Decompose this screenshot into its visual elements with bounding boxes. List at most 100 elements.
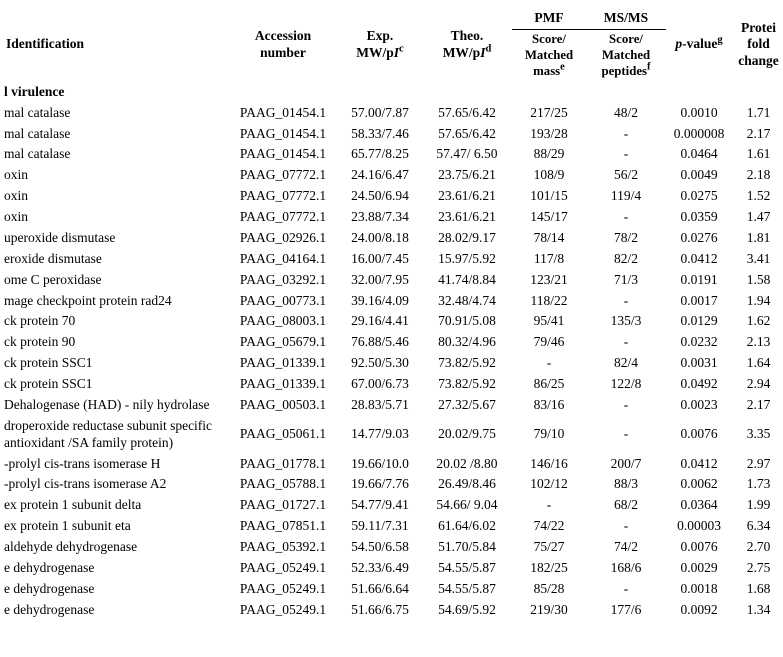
accession-cell: PAAG_05392.1 <box>228 537 338 558</box>
pmf-cell: 101/15 <box>512 186 586 207</box>
pmf-cell: 75/27 <box>512 537 586 558</box>
fold-cell: 1.71 <box>732 103 783 124</box>
msms-cell: - <box>586 207 666 228</box>
fold-cell: 1.73 <box>732 474 783 495</box>
theo-cell: 54.55/5.87 <box>422 558 512 579</box>
ident-cell: -prolyl cis-trans isomerase A2 <box>2 474 228 495</box>
pmf-cell: 88/29 <box>512 144 586 165</box>
ident-cell: e dehydrogenase <box>2 558 228 579</box>
fold-cell: 3.35 <box>732 416 783 454</box>
accession-cell: PAAG_05249.1 <box>228 558 338 579</box>
exp-cell: 76.88/5.46 <box>338 332 422 353</box>
exp-cell: 52.33/6.49 <box>338 558 422 579</box>
accession-cell: PAAG_05249.1 <box>228 600 338 621</box>
exp-cell: 58.33/7.46 <box>338 124 422 145</box>
theo-cell: 73.82/5.92 <box>422 353 512 374</box>
accession-cell: PAAG_08003.1 <box>228 311 338 332</box>
pmf-cell: 146/16 <box>512 454 586 475</box>
pvalue-cell: 0.0010 <box>666 103 732 124</box>
hdr-theo-prefix: Theo. MW/p <box>443 28 484 60</box>
ident-cell: oxin <box>2 165 228 186</box>
hdr-identification: Identification <box>2 6 228 82</box>
msms-cell: 56/2 <box>586 165 666 186</box>
msms-cell: - <box>586 395 666 416</box>
table-row: ck protein 90PAAG_05679.176.88/5.4680.32… <box>2 332 783 353</box>
theo-cell: 57.47/ 6.50 <box>422 144 512 165</box>
msms-cell: - <box>586 332 666 353</box>
accession-cell: PAAG_04164.1 <box>228 249 338 270</box>
msms-cell: 177/6 <box>586 600 666 621</box>
msms-cell: 200/7 <box>586 454 666 475</box>
msms-cell: 119/4 <box>586 186 666 207</box>
theo-cell: 15.97/5.92 <box>422 249 512 270</box>
exp-cell: 67.00/6.73 <box>338 374 422 395</box>
ident-cell: e dehydrogenase <box>2 600 228 621</box>
theo-cell: 61.64/6.02 <box>422 516 512 537</box>
fold-cell: 2.70 <box>732 537 783 558</box>
theo-cell: 73.82/5.92 <box>422 374 512 395</box>
exp-cell: 54.77/9.41 <box>338 495 422 516</box>
pvalue-cell: 0.0412 <box>666 454 732 475</box>
fold-cell: 2.94 <box>732 374 783 395</box>
fold-cell: 1.68 <box>732 579 783 600</box>
ident-cell: mal catalase <box>2 103 228 124</box>
exp-cell: 24.50/6.94 <box>338 186 422 207</box>
exp-cell: 16.00/7.45 <box>338 249 422 270</box>
pmf-cell: 79/46 <box>512 332 586 353</box>
fold-cell: 1.34 <box>732 600 783 621</box>
ident-cell: oxin <box>2 207 228 228</box>
msms-cell: - <box>586 144 666 165</box>
fold-cell: 1.99 <box>732 495 783 516</box>
accession-cell: PAAG_00773.1 <box>228 291 338 312</box>
exp-cell: 57.00/7.87 <box>338 103 422 124</box>
exp-cell: 19.66/10.0 <box>338 454 422 475</box>
exp-cell: 24.00/8.18 <box>338 228 422 249</box>
fold-cell: 1.81 <box>732 228 783 249</box>
pvalue-cell: 0.0031 <box>666 353 732 374</box>
exp-cell: 19.66/7.76 <box>338 474 422 495</box>
exp-cell: 23.88/7.34 <box>338 207 422 228</box>
msms-cell: - <box>586 516 666 537</box>
fold-cell: 1.61 <box>732 144 783 165</box>
ident-cell: ex protein 1 subunit eta <box>2 516 228 537</box>
msms-cell: 74/2 <box>586 537 666 558</box>
msms-cell: 48/2 <box>586 103 666 124</box>
table-row: ck protein 70PAAG_08003.129.16/4.4170.91… <box>2 311 783 332</box>
pvalue-cell: 0.0076 <box>666 416 732 454</box>
table-row: e dehydrogenasePAAG_05249.152.33/6.4954.… <box>2 558 783 579</box>
pvalue-cell: 0.0464 <box>666 144 732 165</box>
ident-cell: ck protein SSC1 <box>2 353 228 374</box>
table-row: uperoxide dismutasePAAG_02926.124.00/8.1… <box>2 228 783 249</box>
pvalue-cell: 0.0191 <box>666 270 732 291</box>
pvalue-cell: 0.0129 <box>666 311 732 332</box>
table-row: mal catalasePAAG_01454.165.77/8.2557.47/… <box>2 144 783 165</box>
exp-cell: 39.16/4.09 <box>338 291 422 312</box>
hdr-pvalue-sup: g <box>717 35 722 46</box>
pmf-cell: 78/14 <box>512 228 586 249</box>
exp-cell: 51.66/6.75 <box>338 600 422 621</box>
accession-cell: PAAG_01454.1 <box>228 144 338 165</box>
theo-cell: 57.65/6.42 <box>422 124 512 145</box>
pvalue-cell: 0.0364 <box>666 495 732 516</box>
pvalue-cell: 0.0029 <box>666 558 732 579</box>
table-row: oxinPAAG_07772.123.88/7.3423.61/6.21145/… <box>2 207 783 228</box>
pvalue-cell: 0.0412 <box>666 249 732 270</box>
pmf-cell: 95/41 <box>512 311 586 332</box>
msms-cell: 78/2 <box>586 228 666 249</box>
hdr-msms: MS/MS <box>586 6 666 29</box>
msms-cell: 68/2 <box>586 495 666 516</box>
exp-cell: 32.00/7.95 <box>338 270 422 291</box>
table-row: mal catalasePAAG_01454.157.00/7.8757.65/… <box>2 103 783 124</box>
fold-cell: 1.58 <box>732 270 783 291</box>
pvalue-cell: 0.0492 <box>666 374 732 395</box>
theo-cell: 20.02/9.75 <box>422 416 512 454</box>
fold-cell: 2.18 <box>732 165 783 186</box>
msms-cell: 88/3 <box>586 474 666 495</box>
table-row: eroxide dismutasePAAG_04164.116.00/7.451… <box>2 249 783 270</box>
accession-cell: PAAG_05249.1 <box>228 579 338 600</box>
table-row: ex protein 1 subunit etaPAAG_07851.159.1… <box>2 516 783 537</box>
pvalue-cell: 0.0276 <box>666 228 732 249</box>
ident-cell: Dehalogenase (HAD) - nily hydrolase <box>2 395 228 416</box>
table-row: ome C peroxidasePAAG_03292.132.00/7.9541… <box>2 270 783 291</box>
msms-cell: - <box>586 291 666 312</box>
